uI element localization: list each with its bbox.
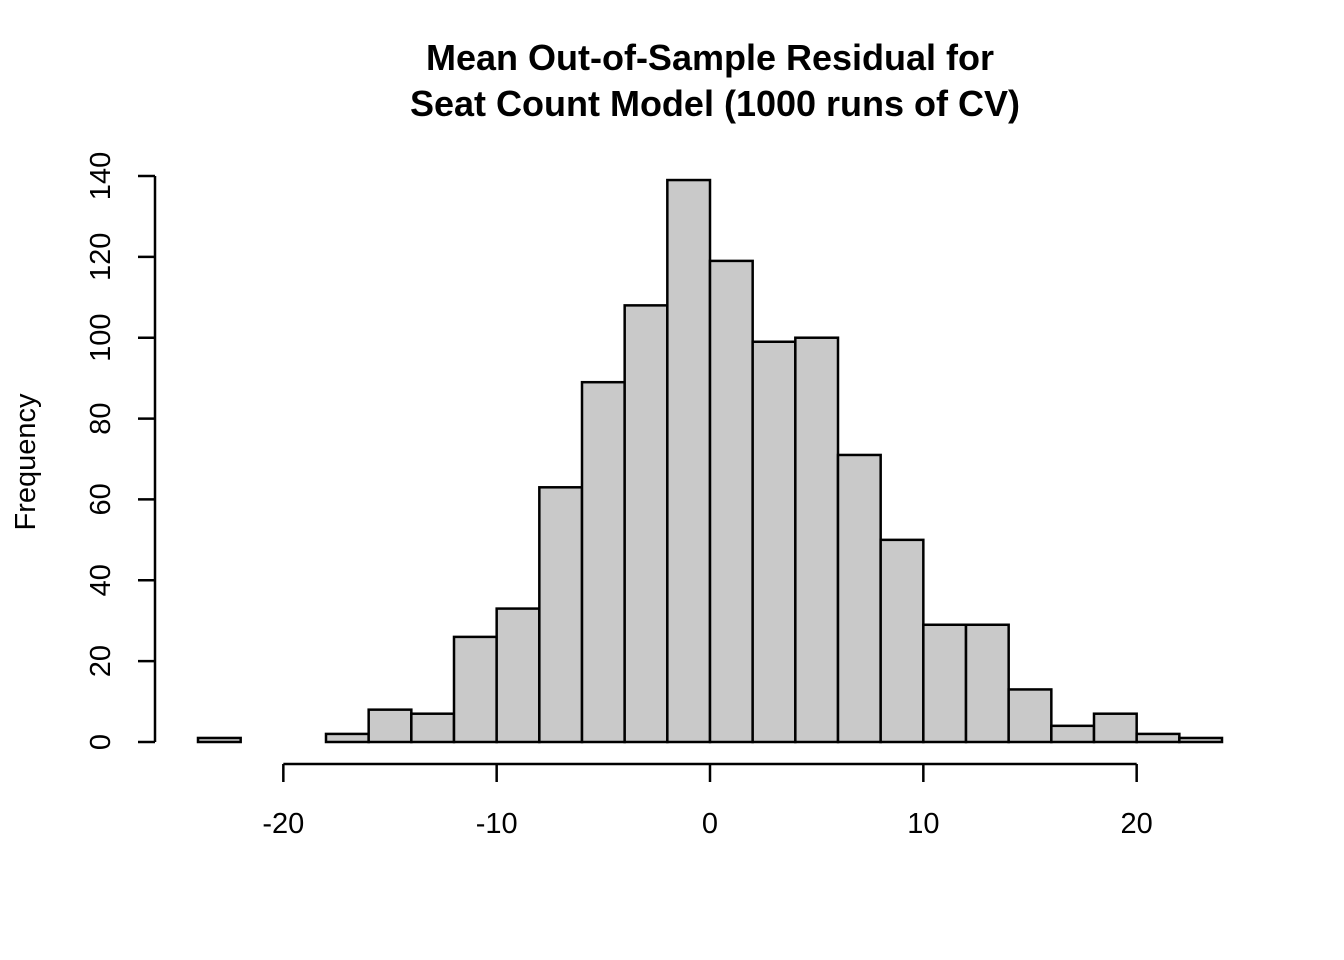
y-tick-label: 0 xyxy=(85,734,117,750)
y-axis: 0 20 40 60 80 100 120 140 xyxy=(85,152,157,750)
histogram-bar xyxy=(196,736,242,744)
histogram-bar xyxy=(495,607,541,744)
y-axis-label: Frequency xyxy=(10,393,42,531)
histogram-bar xyxy=(708,259,754,744)
x-axis: -20 -10 0 10 20 xyxy=(262,762,1153,840)
histogram-bar xyxy=(751,340,797,744)
x-tick-label: 0 xyxy=(702,808,718,840)
histogram-bar xyxy=(666,178,712,744)
x-tick-label: -20 xyxy=(262,808,304,840)
y-tick-label: 40 xyxy=(85,564,117,596)
histogram-bar xyxy=(324,732,370,744)
chart-title-line1: Mean Out-of-Sample Residual for xyxy=(426,37,994,78)
histogram-bar xyxy=(538,486,584,744)
histogram-bar xyxy=(580,380,626,744)
chart-title-line2: Seat Count Model (1000 runs of CV) xyxy=(410,83,1020,124)
histogram-bar xyxy=(836,453,882,744)
histogram-bar xyxy=(922,623,968,744)
x-tick-label: 20 xyxy=(1121,808,1153,840)
histogram-bar xyxy=(1178,736,1224,744)
histogram-bar xyxy=(879,538,925,744)
histogram-bar xyxy=(623,304,669,744)
histogram-bar xyxy=(410,712,456,744)
x-tick-label: 10 xyxy=(907,808,939,840)
y-tick-label: 100 xyxy=(85,314,117,362)
bars-group xyxy=(196,178,1224,744)
histogram-bar xyxy=(452,635,498,744)
histogram-bar xyxy=(1092,712,1138,744)
histogram-bar xyxy=(1050,724,1096,744)
y-tick-label: 20 xyxy=(85,645,117,677)
histogram-bar xyxy=(964,623,1010,744)
histogram-bar xyxy=(1007,688,1053,744)
y-tick-label: 60 xyxy=(85,483,117,515)
y-tick-label: 80 xyxy=(85,402,117,434)
y-tick-label: 120 xyxy=(85,233,117,281)
y-tick-label: 140 xyxy=(85,152,117,200)
histogram-bar xyxy=(794,336,840,744)
x-tick-label: -10 xyxy=(476,808,518,840)
histogram-bar xyxy=(1135,732,1181,744)
histogram-bar xyxy=(367,708,413,744)
